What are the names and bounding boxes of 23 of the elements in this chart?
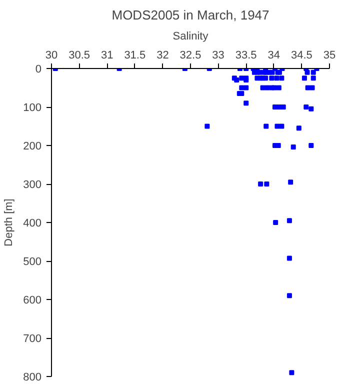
x-tick-label: 33.5: [235, 50, 257, 62]
y-tick-label: 700: [23, 333, 42, 345]
y-tick-label: 600: [23, 294, 42, 306]
y-tick-label: 300: [23, 179, 42, 191]
x-tick-label: 31: [100, 50, 114, 62]
x-tick-label: 32.5: [180, 50, 202, 62]
y-tick-label: 400: [23, 218, 42, 230]
y-tick-label: 200: [23, 140, 42, 152]
y-axis-title: Depth [m]: [3, 198, 16, 246]
x-axis-title: Salinity: [172, 30, 209, 42]
x-tick-label: 30.5: [68, 50, 90, 62]
x-tick-label: 34: [268, 50, 280, 62]
x-tick-label: 34.5: [290, 50, 312, 62]
x-tick-label: 33: [212, 50, 224, 62]
y-tick-label: 500: [23, 256, 42, 268]
x-tick-label: 32: [156, 50, 169, 62]
x-tick-label: 35: [323, 50, 336, 62]
x-tick-label: 30: [45, 50, 58, 62]
chart-title: MODS2005 in March, 1947: [112, 8, 270, 22]
y-tick-label: 100: [23, 102, 42, 114]
x-tick-label: 31.5: [124, 50, 146, 62]
y-tick-label: 800: [23, 372, 42, 384]
y-tick-label: 0: [35, 64, 42, 76]
